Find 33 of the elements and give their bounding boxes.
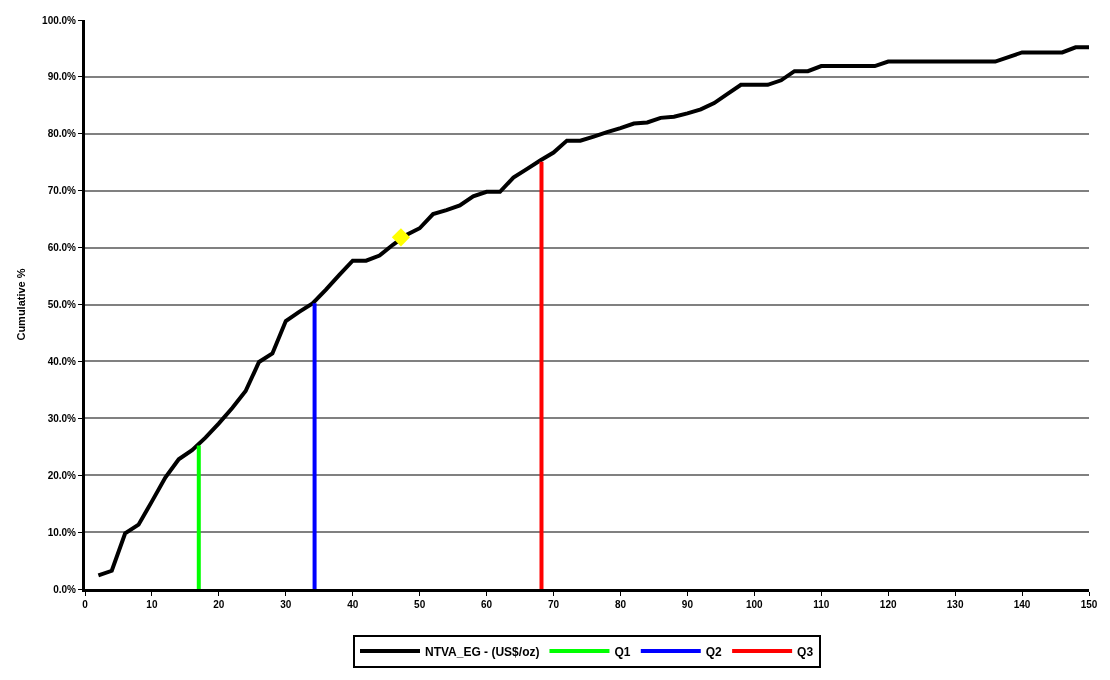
line-series [96,45,1089,578]
x-tick-label: 60 [481,599,493,610]
legend-label: Q2 [705,644,723,659]
x-tick-label: 140 [1013,599,1031,610]
x-tick-label: 40 [347,599,359,610]
x-tick-label: 130 [946,599,964,610]
y-tick-label: 20.0% [47,469,77,481]
legend-label: Q3 [797,644,814,659]
x-tick-label: 20 [213,599,225,610]
x-tick-label: 110 [813,599,830,610]
x-tick-label: 80 [614,599,627,610]
x-tick-label: 10 [146,599,158,610]
y-tick-label: 90.0% [47,71,77,83]
y-tick-label: 40.0% [47,355,77,367]
x-tick-label: 150 [1080,599,1098,610]
legend-label: Q1 [614,644,631,659]
legend-label: NTVA_EG - (US$/oz) [425,644,540,659]
x-tick-label: 90 [681,599,694,610]
y-tick-label: 70.0% [47,185,77,197]
y-tick-label: 60.0% [47,242,77,254]
x-tick-label: 70 [547,599,560,610]
x-tick-label: 120 [879,599,897,610]
x-tick-label: 50 [414,599,426,610]
y-tick-label: 50.0% [47,299,77,310]
y-tick-label: 100.0% [42,14,77,26]
y-axis-title: Cumulative % [14,268,27,341]
x-tick-label: 100 [745,599,764,610]
x-tick-label: 30 [280,599,292,610]
y-tick-label: 30.0% [47,412,77,424]
x-tick-label: 0 [82,599,89,610]
y-tick-label: 80.0% [47,128,77,140]
y-tick-label: 0.0% [53,583,77,595]
y-tick-label: 10.0% [47,526,77,538]
